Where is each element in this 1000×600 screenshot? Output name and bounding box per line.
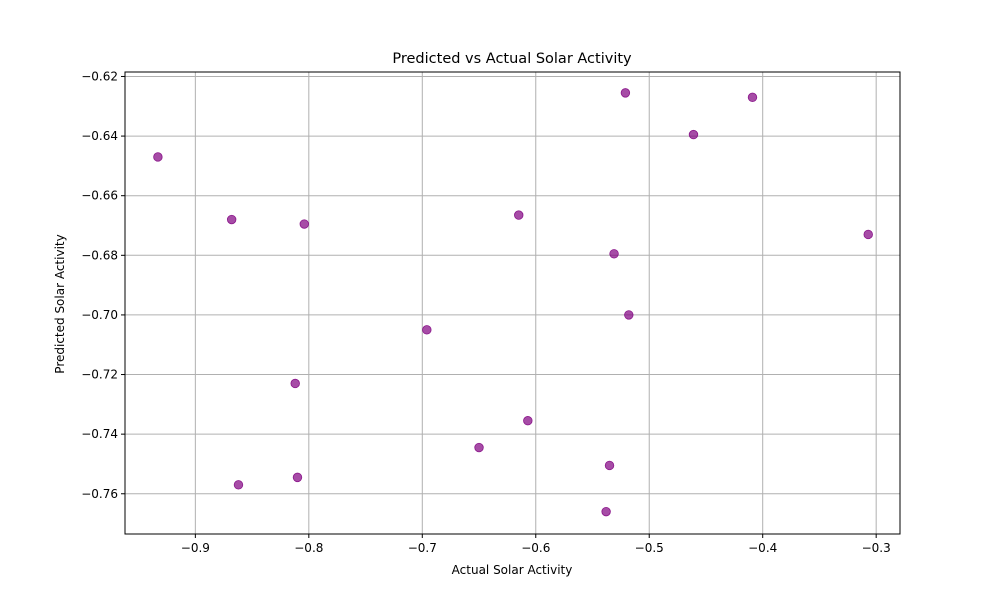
x-tick-label: −0.5 — [635, 541, 664, 555]
chart-title: Predicted vs Actual Solar Activity — [392, 51, 632, 67]
x-tick-label: −0.9 — [181, 541, 210, 555]
data-point — [226, 214, 237, 225]
y-tick-label: −0.76 — [81, 487, 118, 501]
axis-ticks: −0.9 −0.8 −0.7 −0.6 −0.5 −0.4 −0.3 −0.76 −0.74 −0… — [81, 69, 891, 555]
data-point — [474, 442, 484, 453]
y-tick-label: −0.74 — [81, 427, 118, 441]
x-tick-label: −0.4 — [748, 541, 777, 555]
data-points — [153, 88, 873, 517]
x-tick-label: −0.6 — [521, 541, 550, 555]
data-point — [624, 310, 634, 320]
data-point — [523, 416, 533, 426]
y-tick-label: −0.70 — [81, 308, 118, 322]
data-point — [863, 229, 873, 240]
grid — [125, 72, 900, 534]
data-point — [514, 210, 524, 220]
y-tick-label: −0.62 — [81, 69, 118, 83]
y-tick-label: −0.72 — [81, 368, 118, 382]
data-point — [601, 506, 611, 517]
y-tick-label: −0.68 — [81, 248, 118, 262]
data-point — [604, 460, 615, 471]
data-point — [688, 129, 699, 140]
data-point — [299, 219, 309, 229]
x-tick-label: −0.3 — [862, 541, 891, 555]
plot-area-frame — [124, 71, 901, 535]
data-point — [233, 480, 244, 490]
data-point — [609, 249, 619, 259]
data-point — [422, 325, 432, 335]
x-tick-label: −0.7 — [408, 541, 437, 555]
x-tick-label: −0.8 — [294, 541, 323, 555]
data-point — [290, 378, 300, 389]
data-point — [153, 152, 163, 162]
y-tick-label: −0.66 — [81, 189, 118, 203]
y-tick-label: −0.64 — [81, 129, 118, 143]
data-point — [292, 472, 303, 483]
x-axis-label: Actual Solar Activity — [452, 563, 573, 577]
data-point — [620, 88, 631, 98]
y-axis-label: Predicted Solar Activity — [53, 234, 67, 373]
data-point — [747, 92, 758, 103]
